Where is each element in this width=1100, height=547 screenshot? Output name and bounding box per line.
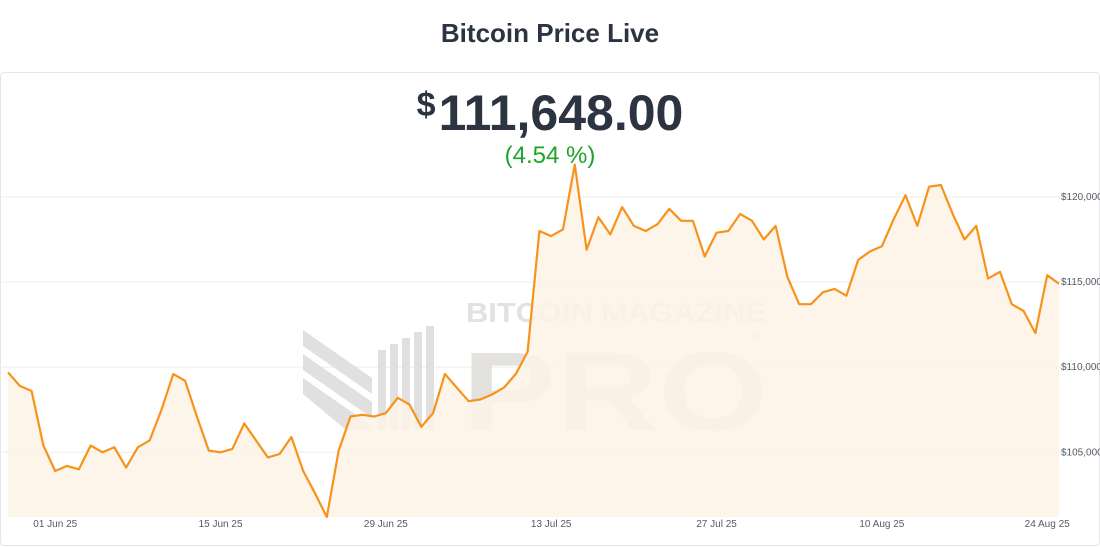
price-line	[7, 163, 1060, 519]
price-value: 111,648.00	[438, 85, 684, 141]
watermark-logo-stripes	[303, 326, 434, 430]
y-tick-label: $110,000	[1061, 362, 1100, 373]
x-tick-label: 01 Jun 25	[33, 519, 77, 530]
currency-symbol: $	[416, 86, 436, 124]
x-tick-label: 15 Jun 25	[199, 519, 243, 530]
y-tick-label: $120,000	[1061, 192, 1100, 203]
x-tick-label: 24 Aug 25	[1025, 519, 1070, 530]
x-tick-label: 10 Aug 25	[859, 519, 904, 530]
x-tick-label: 27 Jul 25	[696, 519, 737, 530]
page-title: Bitcoin Price Live	[440, 18, 660, 48]
x-axis-ticks: 01 Jun 25 15 Jun 25 29 Jun 25 13 Jul 25 27 J…	[33, 519, 1070, 530]
price-change: (4.54 %)	[504, 142, 596, 169]
x-tick-label: 29 Jun 25	[364, 519, 408, 530]
y-tick-label: $115,000	[1061, 277, 1100, 288]
y-axis-ticks: $105,000 $110,000 $115,000 $120,000	[1061, 192, 1100, 458]
y-tick-label: $105,000	[1061, 447, 1100, 458]
x-tick-label: 13 Jul 25	[531, 519, 572, 530]
current-price: $111,648.00	[0, 84, 1100, 142]
price-area-fill	[8, 164, 1059, 517]
